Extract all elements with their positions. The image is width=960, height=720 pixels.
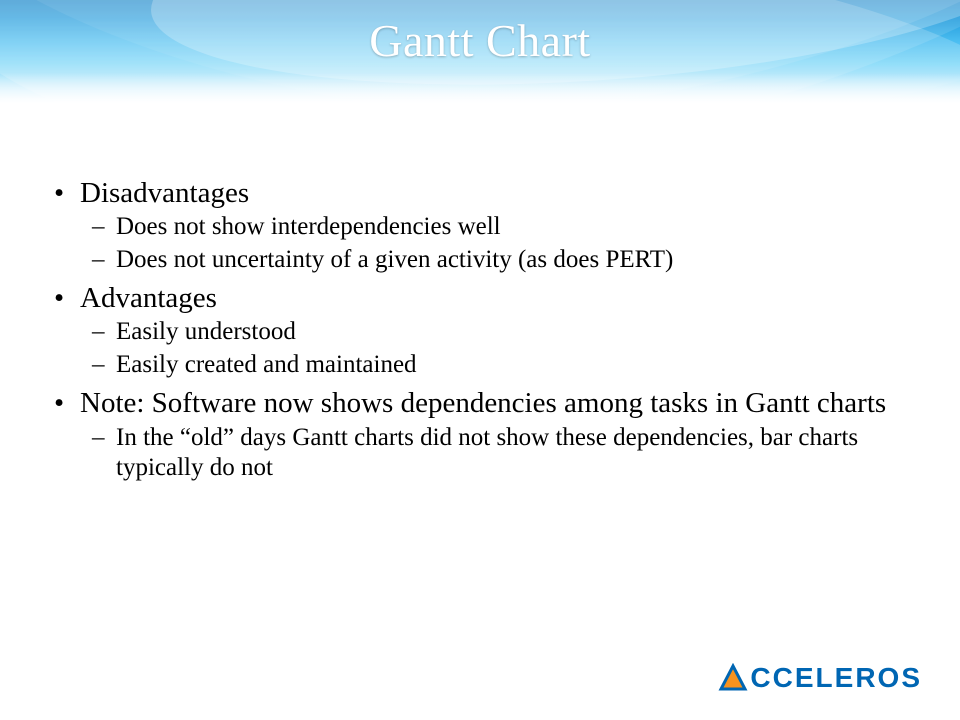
logo-triangle-icon <box>718 663 748 693</box>
sub-bullet-item: Easily created and maintained <box>116 350 912 381</box>
bullet-text: Disadvantages <box>80 177 249 209</box>
banner-fade <box>0 73 960 105</box>
logo-text: CCELEROS <box>750 662 922 694</box>
sub-bullet-list: Easily understood Easily created and mai… <box>80 317 912 380</box>
sub-bullet-text: Easily created and maintained <box>116 351 417 378</box>
bullet-item: Note: Software now shows dependencies am… <box>80 386 912 483</box>
bullet-item: Disadvantages Does not show interdepende… <box>80 176 912 275</box>
bullet-text: Advantages <box>80 282 217 314</box>
sub-bullet-item: Does not show interdependencies well <box>116 212 912 243</box>
bullet-list: Disadvantages Does not show interdepende… <box>52 176 912 484</box>
sub-bullet-text: Does not show interdependencies well <box>116 213 501 240</box>
slide-title: Gantt Chart <box>0 14 960 67</box>
sub-bullet-list: Does not show interdependencies well Doe… <box>80 212 912 275</box>
sub-bullet-item: Does not uncertainty of a given activity… <box>116 245 912 276</box>
sub-bullet-item: In the “old” days Gantt charts did not s… <box>116 423 912 484</box>
sub-bullet-text: Does not uncertainty of a given activity… <box>116 246 673 273</box>
sub-bullet-text: Easily understood <box>116 318 296 345</box>
slide-body: Disadvantages Does not show interdepende… <box>52 176 912 490</box>
sub-bullet-text: In the “old” days Gantt charts did not s… <box>116 424 858 482</box>
logo: CCELEROS <box>718 662 922 694</box>
bullet-item: Advantages Easily understood Easily crea… <box>80 281 912 380</box>
title-banner: Gantt Chart <box>0 0 960 105</box>
sub-bullet-list: In the “old” days Gantt charts did not s… <box>80 423 912 484</box>
bullet-text: Note: Software now shows dependencies am… <box>80 387 886 419</box>
sub-bullet-item: Easily understood <box>116 317 912 348</box>
